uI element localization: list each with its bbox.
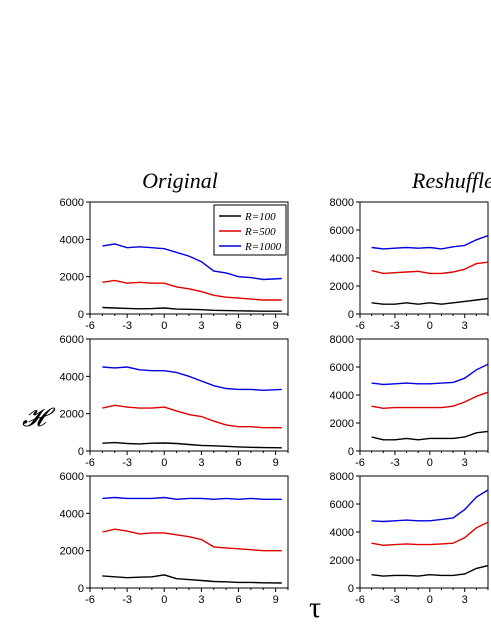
series-line-r-1000 <box>371 489 488 523</box>
series-line-r-500 <box>371 521 488 547</box>
x-tick-label: -3 <box>390 457 400 469</box>
x-tick-label: -3 <box>390 594 400 606</box>
y-tick-label: 8000 <box>330 197 354 209</box>
panel-6: 0 2000 4000 6000 8000 -6 -3 0 3 <box>330 471 489 606</box>
axes-frame <box>89 475 289 589</box>
panel-5: 0 2000 4000 6000 8000 -6 -3 0 3 <box>330 334 489 469</box>
x-symbol: τ <box>309 591 321 624</box>
series-line-r-500 <box>371 391 488 410</box>
panel-3: 0 2000 4000 6000 -6 -3 0 3 6 9 <box>60 471 289 606</box>
x-tick-label: -6 <box>85 320 95 332</box>
x-tick-label: 6 <box>235 457 241 469</box>
series-line-r-100 <box>102 441 282 449</box>
col-title-reshuffle: Reshuffle <box>411 168 491 193</box>
x-tick-label: -3 <box>122 594 132 606</box>
x-tick-label: 0 <box>427 320 433 332</box>
x-tick-label: 3 <box>198 594 204 606</box>
series-line-r-500 <box>371 261 488 275</box>
x-tick-label: 3 <box>462 594 468 606</box>
x-tick-label: 0 <box>161 457 167 469</box>
x-tick-label: -6 <box>355 457 365 469</box>
x-tick-label: 0 <box>161 594 167 606</box>
x-tick-label: 3 <box>198 320 204 332</box>
y-tick-label: 0 <box>348 309 354 321</box>
x-tick-label: 0 <box>427 594 433 606</box>
x-tick-label: -3 <box>122 457 132 469</box>
x-tick-label: -6 <box>85 594 95 606</box>
x-tick-label: -3 <box>390 320 400 332</box>
y-tick-label: 0 <box>348 446 354 458</box>
col-title-original: Original <box>142 168 218 193</box>
y-tick-label: 6000 <box>60 334 84 346</box>
y-tick-label: 0 <box>78 583 84 595</box>
x-tick-label: 0 <box>427 457 433 469</box>
axes-frame <box>359 475 489 589</box>
series-line-r-1000 <box>102 243 282 281</box>
y-tick-label: 4000 <box>330 253 354 265</box>
y-tick-label: 2000 <box>60 409 84 421</box>
y-tick-label: 6000 <box>60 197 84 209</box>
y-tick-label: 0 <box>78 309 84 321</box>
series-line-r-1000 <box>102 496 282 501</box>
panel-1: 0 2000 4000 6000 -6 -3 0 3 6 9 R=100 R=500 R=1000 <box>60 197 289 332</box>
series-line-r-100 <box>371 430 488 441</box>
legend-label: R=100 <box>244 211 276 223</box>
series-line-r-500 <box>102 279 282 301</box>
x-tick-label: -3 <box>122 320 132 332</box>
y-tick-label: 8000 <box>330 334 354 346</box>
series-line-r-500 <box>102 528 282 552</box>
x-tick-label: -6 <box>355 594 365 606</box>
y-tick-label: 4000 <box>60 234 84 246</box>
x-tick-label: 6 <box>235 320 241 332</box>
y-tick-label: 2000 <box>60 546 84 558</box>
panel-4: 0 2000 4000 6000 8000 -6 -3 0 3 <box>330 197 489 332</box>
y-tick-label: 0 <box>348 583 354 595</box>
y-tick-label: 2000 <box>330 418 354 430</box>
series-line-r-1000 <box>371 363 488 386</box>
x-tick-label: 6 <box>235 594 241 606</box>
series-line-r-100 <box>371 297 488 305</box>
x-tick-label: 0 <box>161 320 167 332</box>
x-tick-label: -6 <box>85 457 95 469</box>
axes-frame <box>359 338 489 452</box>
y-tick-label: 4000 <box>60 371 84 383</box>
series-line-r-100 <box>371 564 488 577</box>
x-tick-label: 3 <box>462 457 468 469</box>
x-tick-label: 3 <box>198 457 204 469</box>
axes-frame <box>359 201 489 315</box>
y-tick-label: 4000 <box>330 527 354 539</box>
panel-2: 0 2000 4000 6000 -6 -3 0 3 6 9 <box>60 334 289 469</box>
x-tick-label: -6 <box>355 320 365 332</box>
legend-label: R=1000 <box>244 241 282 253</box>
y-tick-label: 2000 <box>60 272 84 284</box>
series-line-r-500 <box>102 404 282 429</box>
legend-label: R=500 <box>244 226 276 238</box>
y-tick-label: 4000 <box>330 390 354 402</box>
y-tick-label: 6000 <box>330 499 354 511</box>
series-line-r-1000 <box>371 234 488 250</box>
x-tick-label: 3 <box>462 320 468 332</box>
x-tick-label: 9 <box>273 457 279 469</box>
legend: R=100 R=500 R=1000 <box>213 204 287 256</box>
axes-frame <box>89 338 289 452</box>
y-tick-label: 2000 <box>330 281 354 293</box>
y-tick-label: 2000 <box>330 555 354 567</box>
y-tick-label: 4000 <box>60 508 84 520</box>
series-line-r-100 <box>102 574 282 584</box>
y-tick-label: 6000 <box>60 471 84 483</box>
y-tick-label: 8000 <box>330 471 354 483</box>
series-line-r-1000 <box>102 366 282 392</box>
series-line-r-100 <box>102 306 282 312</box>
y-symbol: 𝓗 <box>22 403 56 432</box>
x-tick-label: 9 <box>273 594 279 606</box>
y-tick-label: 6000 <box>330 362 354 374</box>
y-tick-label: 6000 <box>330 225 354 237</box>
x-tick-label: 9 <box>273 320 279 332</box>
y-tick-label: 0 <box>78 446 84 458</box>
